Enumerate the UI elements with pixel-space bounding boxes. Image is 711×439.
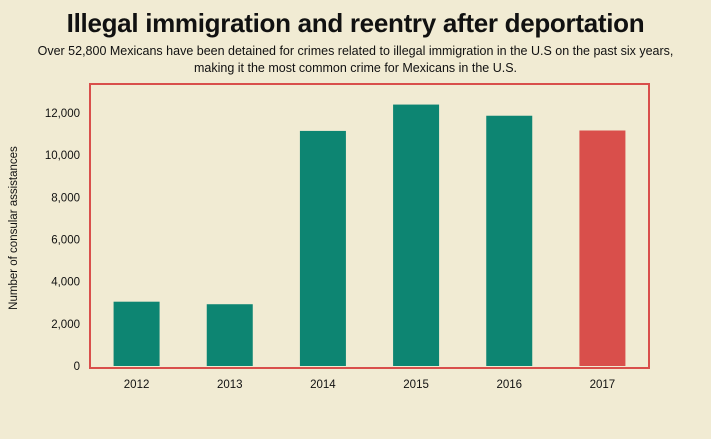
x-tick-label-2017: 2017	[590, 379, 616, 391]
bar-2013	[206, 304, 253, 366]
bar-2014	[299, 130, 346, 366]
y-tick-label: 2,000	[51, 319, 80, 331]
y-tick-label: 10,000	[45, 150, 80, 162]
y-tick-label: 6,000	[51, 235, 80, 247]
y-tick-label: 0	[74, 361, 80, 373]
subtitle-line-2: making it the most common crime for Mexi…	[193, 61, 518, 75]
bar-2016	[486, 115, 533, 366]
bars	[113, 104, 626, 367]
chart-frame	[89, 83, 650, 369]
x-tick-label-2014: 2014	[310, 379, 336, 391]
x-tick-label-2015: 2015	[403, 379, 429, 391]
y-tick-label: 12,000	[45, 108, 80, 120]
chart-title: Illegal immigration and reentry after de…	[66, 8, 645, 38]
y-axis-ticks: 0 2,000 4,000 6,000 8,000 10,000 12,000	[45, 108, 80, 373]
x-tick-label-2012: 2012	[124, 379, 150, 391]
x-tick-label-2016: 2016	[496, 379, 522, 391]
bar-2012	[113, 301, 160, 366]
x-tick-label-2013: 2013	[217, 379, 243, 391]
chart-subtitle: Over 52,800 Mexicans have been detained …	[20, 43, 691, 77]
subtitle-line-1: Over 52,800 Mexicans have been detained …	[37, 44, 674, 58]
y-tick-label: 8,000	[51, 192, 80, 204]
bar-2015	[393, 104, 440, 367]
x-axis-ticks: 2012 2013 2014 2015 2016 2017	[124, 379, 615, 391]
bar-2017	[579, 130, 626, 366]
y-tick-label: 4,000	[51, 277, 80, 289]
